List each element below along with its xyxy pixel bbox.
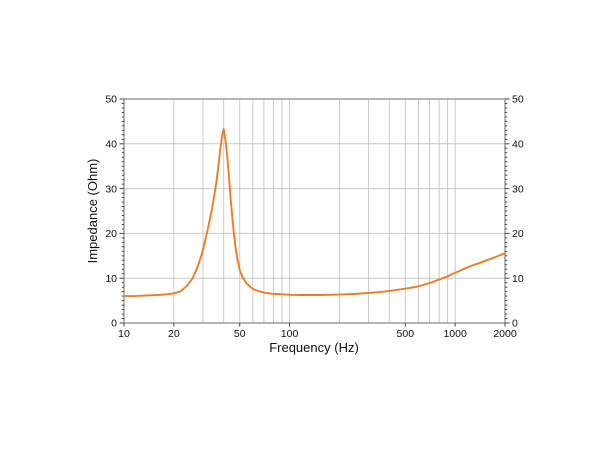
- x-axis-title: Frequency (Hz): [269, 340, 359, 355]
- y-tick-label-right: 20: [512, 228, 524, 240]
- gridlines: [124, 99, 505, 323]
- y-axis-title: Impedance (Ohm): [85, 159, 100, 264]
- y-tick-label-left: 0: [111, 318, 117, 330]
- y-tick-label-right: 30: [512, 183, 524, 195]
- y-tick-label-left: 50: [105, 94, 117, 106]
- x-tick-label: 100: [281, 328, 299, 340]
- x-tick-label: 1000: [443, 328, 467, 340]
- axis-ticks: [119, 98, 510, 327]
- y-tick-label-left: 40: [105, 139, 117, 151]
- y-tick-label-right: 10: [512, 273, 524, 285]
- x-tick-label: 2000: [493, 328, 517, 340]
- y-tick-label-right: 50: [512, 94, 524, 106]
- x-tick-label: 500: [397, 328, 415, 340]
- y-tick-label-right: 40: [512, 139, 524, 151]
- x-tick-label: 50: [234, 328, 246, 340]
- x-tick-label: 20: [168, 328, 180, 340]
- y-tick-label-right: 0: [512, 318, 518, 330]
- y-tick-label-left: 10: [105, 273, 117, 285]
- y-tick-label-left: 20: [105, 228, 117, 240]
- x-tick-label: 10: [118, 328, 130, 340]
- impedance-curve: [123, 128, 506, 298]
- y-tick-label-left: 30: [105, 183, 117, 195]
